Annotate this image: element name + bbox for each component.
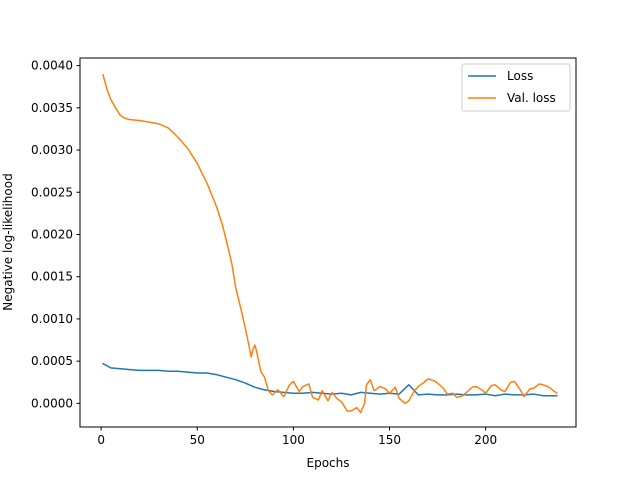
x-tick-label: 200 (474, 433, 497, 447)
x-axis: 0 50 100 150 200 (97, 427, 497, 447)
series-line-loss (102, 362, 558, 397)
legend-label: Loss (507, 69, 533, 83)
x-tick-label: 150 (378, 433, 401, 447)
y-tick-label: 0.0015 (31, 270, 73, 284)
y-axis-label: Negative log-likelihood (1, 173, 15, 310)
axes-frame (79, 57, 577, 428)
y-tick-label: 0.0005 (31, 354, 73, 368)
x-tick-label: 100 (282, 433, 305, 447)
y-axis: 0.0000 0.0005 0.0010 0.0015 0.0020 0.0025 0.00… (31, 59, 80, 410)
x-tick-label: 50 (190, 433, 205, 447)
legend: Loss Val. loss (461, 63, 571, 112)
y-tick-label: 0.0040 (31, 59, 73, 73)
series-line-val-loss (102, 73, 558, 414)
legend-label: Val. loss (507, 91, 556, 105)
x-tick-label: 0 (97, 433, 105, 447)
y-tick-label: 0.0025 (31, 185, 73, 199)
x-axis-label: Epochs (307, 456, 350, 470)
y-tick-label: 0.0020 (31, 227, 73, 241)
plot-lines (102, 73, 558, 414)
y-tick-label: 0.0000 (31, 396, 73, 410)
y-tick-label: 0.0035 (31, 101, 73, 115)
y-tick-label: 0.0030 (31, 143, 73, 157)
y-tick-label: 0.0010 (31, 312, 73, 326)
